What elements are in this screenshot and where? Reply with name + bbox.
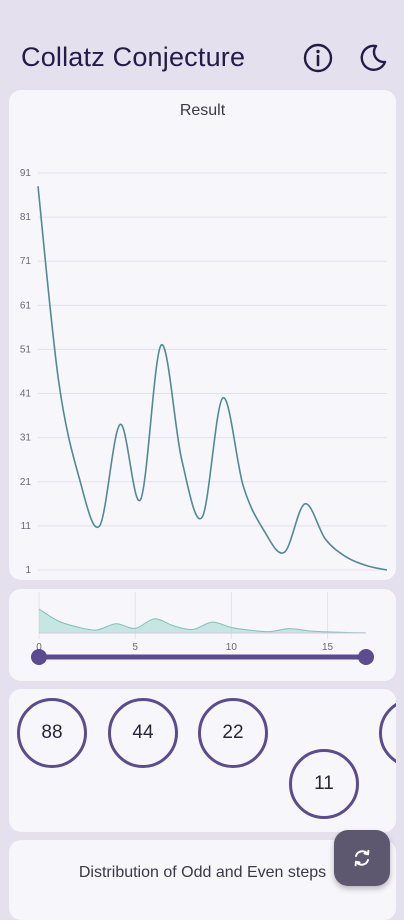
refresh-icon xyxy=(354,849,370,867)
info-icon xyxy=(303,43,333,73)
y-tick-label: 11 xyxy=(21,521,32,532)
sequence-item-partial xyxy=(379,698,396,768)
y-tick-label: 21 xyxy=(20,477,32,488)
theme-toggle-button[interactable] xyxy=(355,40,391,76)
info-button[interactable] xyxy=(300,40,336,76)
range-start-handle[interactable] xyxy=(31,649,47,665)
sequence-item: 11 xyxy=(289,749,359,819)
app-title: Collatz Conjecture xyxy=(21,42,246,72)
x-tick-label: 15 xyxy=(322,642,334,653)
x-tick-label: 5 xyxy=(132,642,138,653)
range-selector-card: 0 5 10 15 xyxy=(9,589,396,681)
range-area-line xyxy=(38,608,367,634)
result-series-line xyxy=(37,186,388,571)
result-chart-card: Result 1 11 21 31 41 51 61 71 81 91 xyxy=(9,90,396,580)
y-tick-label: 81 xyxy=(20,212,32,223)
y-tick-label: 71 xyxy=(20,256,32,267)
range-area xyxy=(39,609,366,633)
x-tick-label: 10 xyxy=(226,642,238,653)
sequence-item: 44 xyxy=(108,698,178,768)
y-tick-label: 41 xyxy=(20,389,32,400)
chart-title: Result xyxy=(179,102,226,119)
sequence-item: 22 xyxy=(198,698,268,768)
y-tick-label: 91 xyxy=(20,168,32,179)
distribution-title: Distribution of Odd and Even steps xyxy=(78,864,327,881)
y-tick-label: 1 xyxy=(25,565,31,576)
y-tick-label: 51 xyxy=(20,344,32,355)
sequence-item: 88 xyxy=(17,698,87,768)
moon-icon xyxy=(360,44,387,71)
refresh-button[interactable] xyxy=(334,830,390,886)
y-tick-label: 31 xyxy=(20,433,32,444)
sequence-card: 88 44 22 11 xyxy=(9,689,396,832)
y-tick-label: 61 xyxy=(20,300,32,311)
range-selector-chart[interactable]: 0 5 10 15 xyxy=(9,589,396,681)
range-end-handle[interactable] xyxy=(358,649,374,665)
x-tick-label: 0 xyxy=(36,642,42,653)
